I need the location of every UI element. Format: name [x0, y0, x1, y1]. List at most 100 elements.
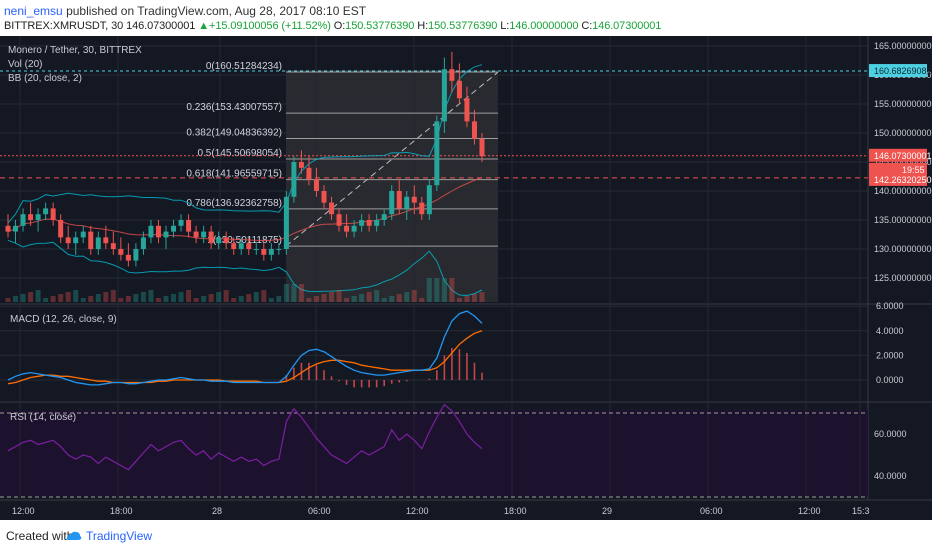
price-pane-title: Monero / Tether, 30, BITTREX [8, 45, 142, 56]
macd-histogram-bar [375, 380, 378, 388]
bb-upper-line [7, 64, 483, 224]
time-axis-label: 06:00 [700, 506, 723, 516]
macd-histogram-bar [360, 380, 363, 388]
volume-bar [298, 284, 304, 302]
rsi-axis-label: 60.0000 [874, 429, 907, 439]
candle-body [411, 196, 417, 203]
macd-histogram-bar [473, 362, 476, 380]
price-axis-label: 140.00000000 [874, 186, 932, 196]
candle-body [125, 254, 131, 261]
candle-body [253, 249, 259, 250]
volume-bar [28, 292, 34, 302]
volume-bar [238, 296, 244, 302]
volume-bar [396, 294, 402, 302]
tradingview-link[interactable]: TradingView [66, 529, 152, 543]
fib-level-label: 0.236(153.43007557) [186, 102, 282, 113]
volume-bar [118, 298, 124, 302]
bb-lower-line [7, 239, 483, 297]
time-axis-label: 18:00 [110, 506, 133, 516]
volume-bar [73, 290, 79, 302]
candle-body [313, 179, 319, 191]
volume-bar [306, 298, 312, 302]
candle-body [5, 225, 11, 232]
tradingview-logo-icon [66, 531, 82, 540]
open-label: O: [333, 20, 346, 32]
macd-histogram-bar [330, 376, 333, 380]
candle-body [103, 237, 109, 244]
volume-bar [313, 296, 319, 302]
volume-bar [133, 294, 139, 302]
candle-body [50, 208, 56, 220]
candle-body [464, 98, 470, 122]
author-link[interactable]: neni_emsu [4, 4, 63, 18]
volume-bar [20, 294, 26, 302]
macd-axis-label: 6.0000 [876, 301, 904, 311]
candle-body [231, 243, 237, 249]
candle-body [329, 202, 335, 215]
low-value: 146.00000000 [509, 20, 579, 32]
volume-bar [359, 294, 365, 302]
macd-histogram-bar [451, 348, 453, 380]
macd-axis-label: 0.0000 [876, 375, 904, 385]
macd-histogram-bar [428, 378, 431, 380]
volume-bar [223, 290, 229, 302]
volume-bar [193, 298, 199, 302]
close-value: 146.07300001 [592, 20, 662, 32]
price-axis-label: 165.00000000 [874, 41, 932, 51]
volume-bar [344, 298, 350, 302]
tradingview-brand: TradingView [86, 529, 153, 543]
created-with-label: Created with [6, 529, 74, 543]
price-axis-label: 155.00000000 [874, 99, 932, 109]
candle-body [449, 69, 455, 81]
volume-bar [389, 296, 395, 302]
last-price: 146.07300001 [126, 20, 196, 32]
macd-histogram-bar [458, 349, 461, 380]
macd-histogram-bar [323, 370, 325, 380]
candle-body [434, 121, 440, 186]
high-value: 150.53776390 [428, 20, 498, 32]
candle-body [283, 196, 289, 249]
candle-body [456, 80, 462, 99]
header-bar: neni_emsu published on TradingView.com, … [0, 0, 932, 36]
candle-body [359, 220, 365, 226]
volume-bar [479, 292, 485, 302]
volume-bar [276, 296, 282, 302]
macd-histogram-bar [481, 372, 483, 380]
volume-bar [419, 298, 425, 302]
volume-bar [434, 278, 440, 302]
macd-histogram-bar [338, 380, 340, 382]
open-value: 150.53776390 [345, 20, 415, 32]
time-axis-label: 15:3 [852, 506, 870, 516]
candle-body [28, 214, 34, 220]
candle-body [118, 249, 124, 255]
candle-body [216, 237, 222, 244]
candle-body [163, 231, 169, 238]
candle-body [374, 220, 380, 226]
chart-svg[interactable]: 0(160.51284234) 0.236(153.43007557) 0.382(… [0, 36, 932, 520]
candle-body [148, 225, 154, 238]
macd-histogram-bar [443, 355, 446, 380]
macd-histogram-bar [315, 365, 318, 380]
candle-body [426, 185, 432, 215]
volume-bar [80, 298, 86, 302]
candle-body [246, 243, 252, 249]
macd-histogram-bar [293, 367, 295, 380]
volume-bar [464, 296, 470, 302]
change-arrow-icon: ▲ [198, 20, 210, 32]
price-tag-box [869, 172, 927, 186]
chart-area[interactable]: 0(160.51284234) 0.236(153.43007557) 0.382(… [0, 36, 932, 520]
macd-histogram-bar [368, 380, 370, 388]
macd-pane-title: MACD (12, 26, close, 9) [10, 314, 117, 325]
candle-body [396, 191, 402, 209]
publish-line: neni_emsu published on TradingView.com, … [4, 4, 366, 18]
volume-bar [171, 294, 177, 302]
macd-signal-line [7, 330, 483, 385]
price-tag-label: 142.26320250 [874, 175, 932, 185]
fib-level-label: 0.618(141.96559715) [186, 169, 282, 180]
candle-body [306, 167, 312, 180]
volume-bar [329, 292, 335, 302]
volume-bar [110, 290, 116, 302]
bb-indicator-label: BB (20, close, 2) [8, 73, 82, 84]
macd-histogram-bar [390, 380, 393, 384]
price-tag-box [869, 64, 927, 78]
